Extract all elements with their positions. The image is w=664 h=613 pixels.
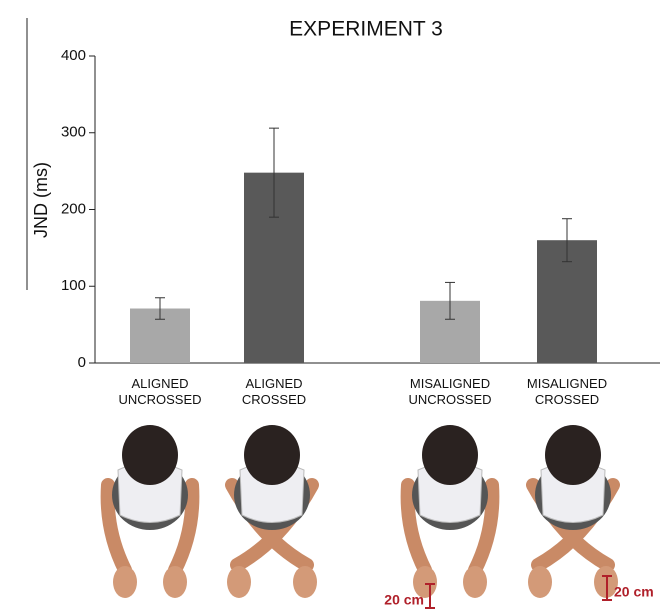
- hand: [463, 566, 487, 598]
- figure: [100, 425, 200, 598]
- x-tick-label: ALIGNED UNCROSSED: [118, 376, 202, 407]
- hand: [163, 566, 187, 598]
- head: [122, 425, 178, 485]
- x-tick-label: MISALIGNED UNCROSSED: [408, 376, 492, 407]
- scale-bar: [425, 583, 435, 609]
- x-tick-label: MISALIGNED CROSSED: [526, 376, 608, 407]
- chart-title: EXPERIMENT 3: [289, 18, 443, 41]
- error-bar: [155, 297, 165, 320]
- error-bar: [445, 281, 455, 320]
- hand: [293, 566, 317, 598]
- figure: [400, 425, 500, 598]
- y-axis-label: JND (ms): [31, 162, 51, 238]
- hand: [528, 566, 552, 598]
- hand: [227, 566, 251, 598]
- y-tick-label: 300: [61, 124, 86, 141]
- figure: [225, 425, 319, 598]
- arm: [400, 478, 500, 577]
- annotation: 20 cm: [384, 592, 424, 608]
- hand: [113, 566, 137, 598]
- figure: [526, 425, 620, 598]
- x-tick-label: ALIGNED CROSSED: [241, 376, 307, 407]
- head: [244, 425, 300, 485]
- arm: [100, 478, 200, 577]
- head: [422, 425, 478, 485]
- error-bar: [562, 218, 572, 263]
- scale-bar: [602, 575, 612, 601]
- y-tick-label: 200: [61, 200, 86, 217]
- annotation: 20 cm: [614, 584, 654, 600]
- y-tick-label: 0: [78, 354, 86, 371]
- figures: [100, 425, 620, 609]
- error-bar: [269, 127, 279, 218]
- head: [545, 425, 601, 485]
- y-tick-label: 400: [61, 47, 86, 64]
- y-tick-label: 100: [61, 277, 86, 294]
